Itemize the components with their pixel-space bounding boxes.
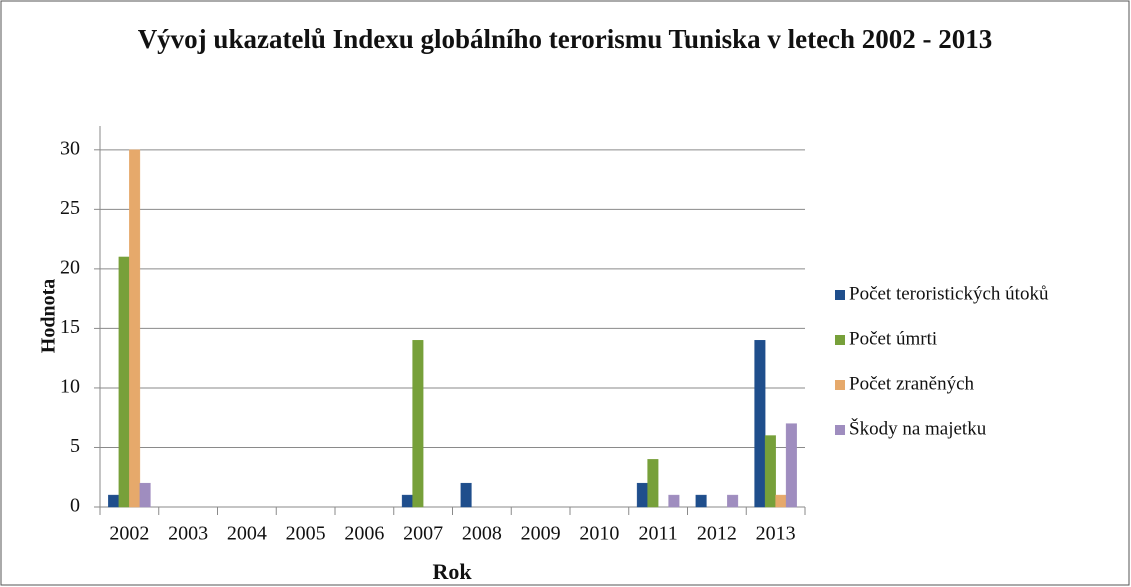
bar [775,494,787,508]
y-tick-label: 10 [60,376,80,398]
legend-label: Škody na majetku [849,417,987,439]
legend-swatch [835,380,845,390]
y-tick-label: 25 [60,197,80,219]
bar [668,494,680,508]
bar [754,340,766,508]
bar [139,482,151,508]
x-tick-label: 2013 [756,523,796,545]
x-tick-label: 2010 [579,523,619,545]
legend-label: Počet zraněných [849,373,975,394]
x-tick-label: 2012 [697,523,737,545]
x-tick-label: 2005 [286,523,326,545]
bar [129,149,141,508]
y-tick-label: 5 [70,435,80,457]
chart-title: Vývoj ukazatelů Indexu globálního terori… [137,24,993,54]
bar [108,494,120,508]
legend-swatch [835,290,845,300]
y-axis-label: Hodnota [38,279,60,353]
bar [727,494,739,508]
bar [764,435,776,508]
x-tick-label: 2006 [344,523,384,545]
legend-label: Počet úmrti [849,328,937,349]
y-tick-label: 15 [60,316,80,338]
x-tick-label: 2008 [462,523,502,545]
x-tick-label: 2003 [168,523,208,545]
x-axis-label: Rok [432,559,472,584]
bar [412,340,424,508]
y-tick-label: 0 [70,495,80,517]
legend-swatch [835,425,845,435]
bar [118,256,130,508]
bar [636,482,648,508]
bar [460,482,472,508]
x-tick-label: 2011 [638,523,677,545]
bar [401,494,413,508]
x-tick-label: 2002 [109,523,149,545]
bar [647,459,659,508]
bar [785,423,797,508]
legend-swatch [835,335,845,345]
x-tick-label: 2007 [403,523,443,545]
legend-label: Počet teroristických útoků [849,283,1049,304]
x-tick-label: 2009 [521,523,561,545]
y-tick-label: 30 [60,137,80,159]
y-tick-label: 20 [60,256,80,278]
bar [695,494,707,508]
x-tick-label: 2004 [227,523,267,545]
